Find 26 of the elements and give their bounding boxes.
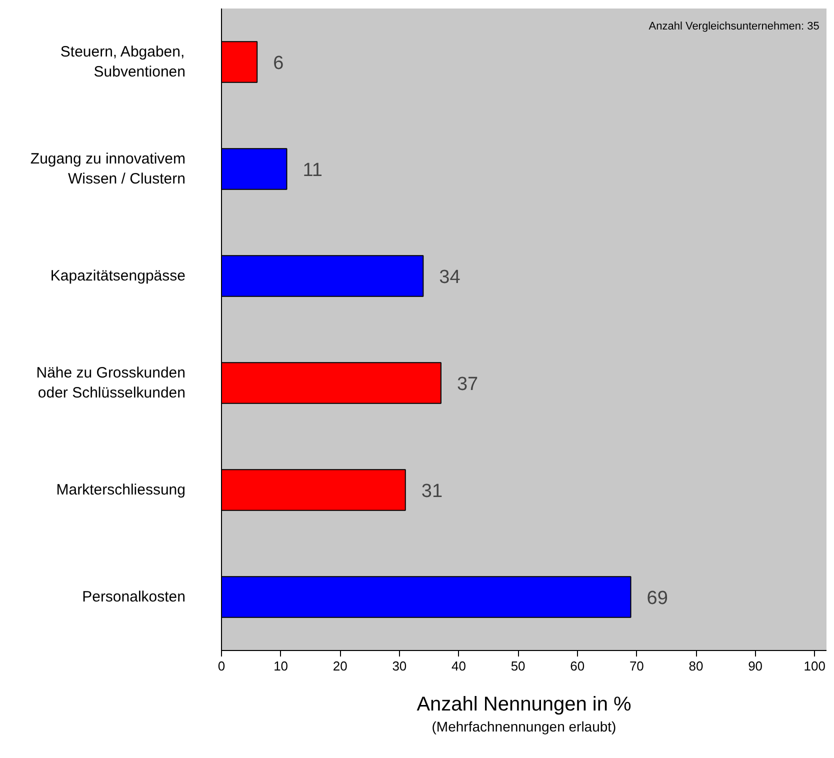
x-tick-label: 40 (452, 658, 466, 674)
x-tick-label: 0 (218, 658, 226, 674)
y-tick-label: Zugang zu innovativem Wissen / Clustern (30, 150, 186, 188)
x-tick-label: 100 (804, 658, 826, 674)
y-tick-label: Nähe zu Grosskunden oder Schlüsselkunden (36, 364, 186, 402)
data-label: 69 (646, 588, 668, 609)
data-label: 6 (273, 53, 284, 74)
y-tick-label: Steuern, Abgaben, Subventionen (60, 43, 186, 81)
x-tick-label: 90 (748, 658, 763, 674)
x-tick-label: 30 (392, 658, 407, 674)
data-label: 31 (421, 481, 443, 502)
annotation: Anzahl Vergleichsunternehmen: 35 (648, 20, 820, 33)
text: (Mehrfachnennungen erlaubt) (432, 718, 616, 734)
data-label: 37 (456, 374, 478, 395)
x-tick-label: 20 (332, 658, 348, 674)
x-tick-label: 50 (510, 658, 526, 674)
data-label: 11 (302, 160, 322, 181)
data-label: 34 (439, 267, 461, 288)
x-tick-label: 80 (688, 658, 704, 674)
y-tick-label: Personalkosten (82, 588, 186, 606)
x-tick-label: 60 (570, 658, 585, 674)
x-tick-label: 70 (629, 658, 644, 674)
x-tick-label: 10 (274, 658, 288, 674)
x-axis-title: Anzahl Nennungen in % (416, 694, 632, 716)
y-tick-label: Kapazitätsengpässe (50, 268, 186, 284)
y-tick-label: Markterschliessung (56, 482, 186, 498)
